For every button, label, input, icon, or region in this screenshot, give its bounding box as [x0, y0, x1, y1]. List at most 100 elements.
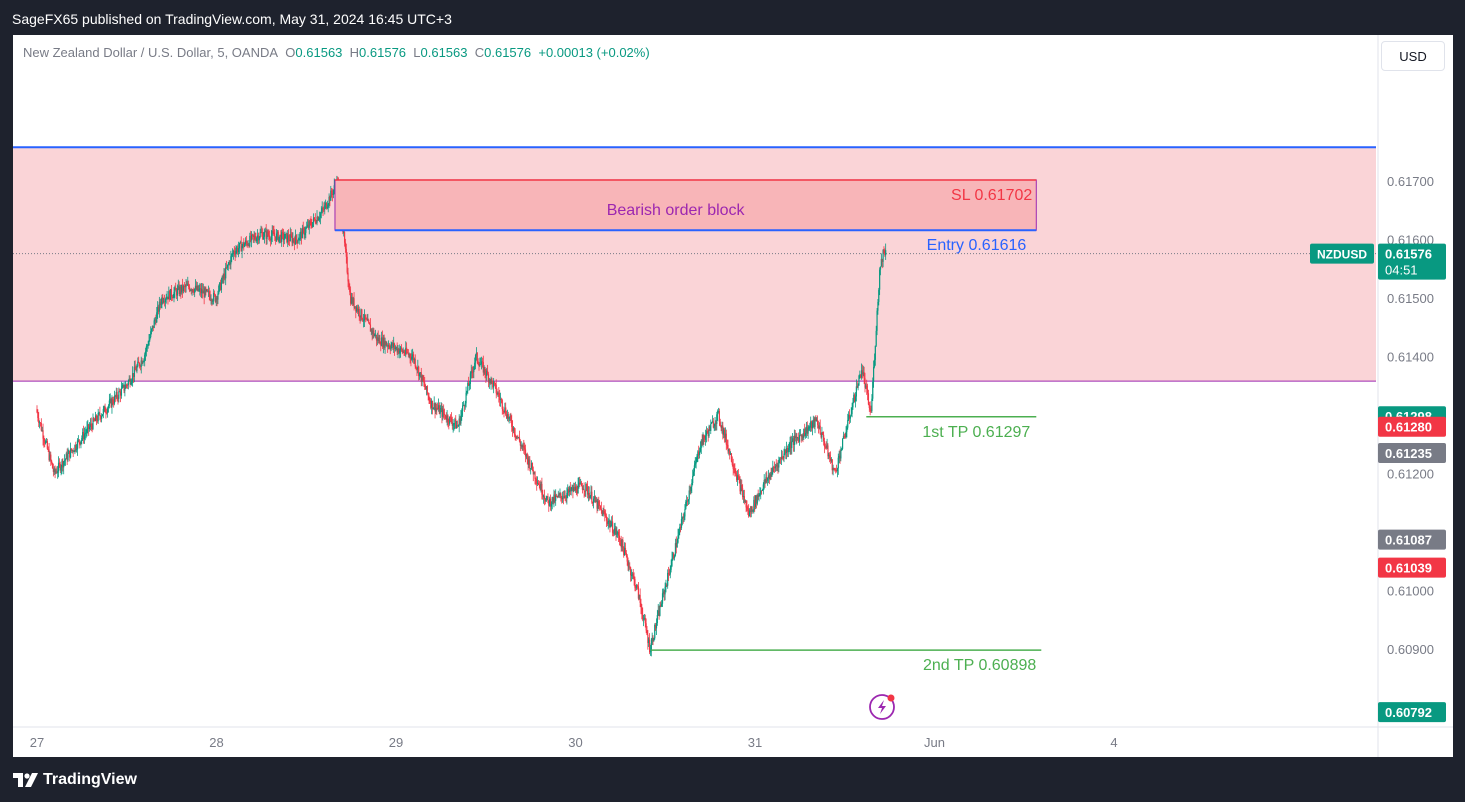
candle-body — [841, 448, 843, 451]
high-value: 0.61576 — [359, 45, 407, 60]
chart-canvas[interactable]: Bearish order block SL 0.61702 Entry 0.616… — [13, 35, 1453, 757]
candle-body — [156, 312, 158, 323]
candle-body — [723, 429, 726, 438]
candle-body — [113, 395, 116, 404]
candle-body — [805, 426, 808, 433]
candle-body — [269, 235, 271, 240]
candle-body — [835, 469, 837, 471]
candle-body — [103, 406, 105, 409]
candle-body — [127, 381, 129, 386]
candle-body — [423, 380, 425, 383]
candle-body — [608, 520, 610, 522]
candle-body — [823, 441, 826, 447]
candle-body — [680, 527, 682, 528]
candle-body — [421, 375, 423, 382]
candle-body — [624, 548, 626, 556]
candle-body — [533, 471, 535, 475]
candle-body — [807, 428, 809, 434]
candle-body — [200, 289, 203, 294]
candle-body — [424, 382, 426, 387]
candle-body — [717, 411, 719, 415]
candle-body — [356, 307, 358, 312]
candle-body — [554, 494, 556, 501]
candle-body — [70, 448, 72, 458]
candle-body — [176, 288, 179, 296]
candle-body — [428, 395, 430, 401]
candle-body — [626, 555, 628, 562]
candle-body — [411, 356, 413, 360]
candle-body — [802, 435, 804, 438]
candle-body — [591, 491, 593, 503]
candle-body — [550, 503, 552, 507]
candle-body — [774, 465, 776, 469]
y-tick-label: 0.61200 — [1387, 467, 1434, 482]
candle-body — [309, 221, 311, 223]
candle-body — [60, 467, 62, 471]
candle-body — [280, 234, 282, 242]
candle-body — [726, 444, 728, 446]
candle-body — [464, 403, 466, 407]
candle-body — [526, 453, 528, 458]
candle-body — [729, 453, 732, 455]
candle-body — [321, 208, 323, 212]
candle-body — [515, 435, 517, 438]
candle-body — [536, 483, 539, 484]
candle-body — [810, 421, 812, 427]
candle-body — [201, 289, 204, 294]
candle-body — [172, 297, 174, 299]
candle-body — [692, 475, 694, 484]
candle-body — [522, 445, 524, 447]
candle-body — [78, 439, 80, 443]
candle-body — [38, 418, 40, 423]
candle-body — [860, 374, 862, 378]
candle-body — [655, 623, 658, 629]
candle-body — [555, 495, 558, 497]
candle-body — [806, 426, 808, 434]
candle-body — [716, 414, 718, 424]
candle-body — [174, 287, 176, 293]
candle-body — [152, 325, 154, 328]
candle-body — [118, 391, 120, 399]
close-value: 0.61576 — [484, 45, 532, 60]
candle-body — [773, 467, 775, 468]
candle-body — [543, 496, 546, 500]
candle-body — [480, 364, 482, 365]
candle-body — [523, 445, 525, 449]
candle-body — [403, 351, 405, 354]
candle-body — [164, 299, 166, 303]
candle-body — [625, 553, 627, 556]
candle-body — [447, 415, 449, 422]
candle-body — [653, 638, 655, 642]
candle-body — [75, 445, 77, 450]
currency-button[interactable]: USD — [1381, 41, 1445, 71]
candle-body — [371, 329, 373, 334]
candle-body — [409, 354, 411, 358]
candle-body — [639, 595, 641, 603]
candle-body — [99, 412, 101, 417]
candle-body — [166, 296, 168, 299]
candle-body — [864, 378, 866, 388]
candle-body — [66, 453, 68, 461]
candle-body — [511, 420, 513, 427]
candle-body — [359, 315, 361, 318]
candle-body — [525, 453, 527, 457]
candle-body — [169, 291, 171, 300]
candle-body — [750, 506, 752, 513]
candle-body — [704, 438, 706, 440]
candle-body — [210, 299, 212, 301]
candle-body — [324, 205, 326, 210]
candle-body — [760, 490, 762, 494]
candle-body — [737, 475, 739, 477]
candle-body — [728, 449, 730, 452]
candle-body — [669, 569, 671, 575]
candle-body — [94, 420, 96, 422]
candle-body — [121, 386, 123, 389]
candle-body — [665, 585, 667, 587]
candle-body — [138, 363, 141, 367]
candle-body — [46, 441, 48, 449]
chart-frame[interactable]: Bearish order block SL 0.61702 Entry 0.616… — [13, 35, 1453, 757]
candle-body — [766, 477, 768, 481]
candle-body — [601, 510, 603, 516]
candle-body — [842, 435, 845, 439]
candle-body — [552, 497, 554, 503]
